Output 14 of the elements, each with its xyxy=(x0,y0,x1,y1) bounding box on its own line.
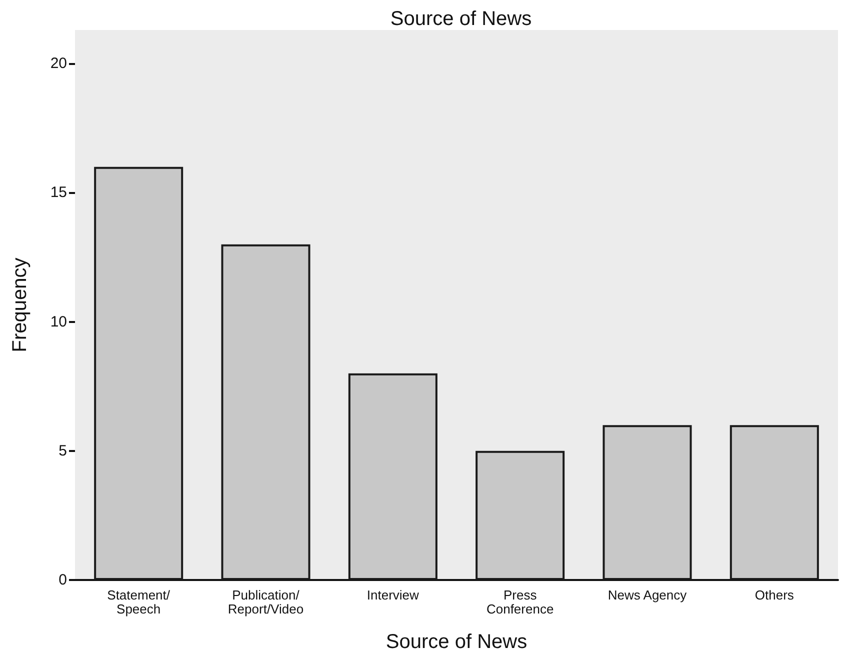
x-tick-label: Publication/ Report/Video xyxy=(228,588,304,616)
y-axis-title: Frequency xyxy=(9,258,31,352)
x-tick-label: Press Conference xyxy=(486,588,554,616)
x-tick-label: Others xyxy=(754,588,794,602)
chart-title: Source of News xyxy=(390,8,532,30)
x-tick-label: News Agency xyxy=(608,588,688,602)
y-tick-label: 20 xyxy=(50,55,67,72)
y-tick-label: 10 xyxy=(50,313,67,330)
x-tick-label: Interview xyxy=(366,588,420,602)
x-axis-title: Source of News xyxy=(386,631,528,653)
y-tick-label: 0 xyxy=(58,572,67,588)
x-tick-label: Statement/ Speech xyxy=(107,588,170,616)
y-tick-label: 5 xyxy=(58,442,67,460)
y-tick-label: 15 xyxy=(50,184,67,202)
